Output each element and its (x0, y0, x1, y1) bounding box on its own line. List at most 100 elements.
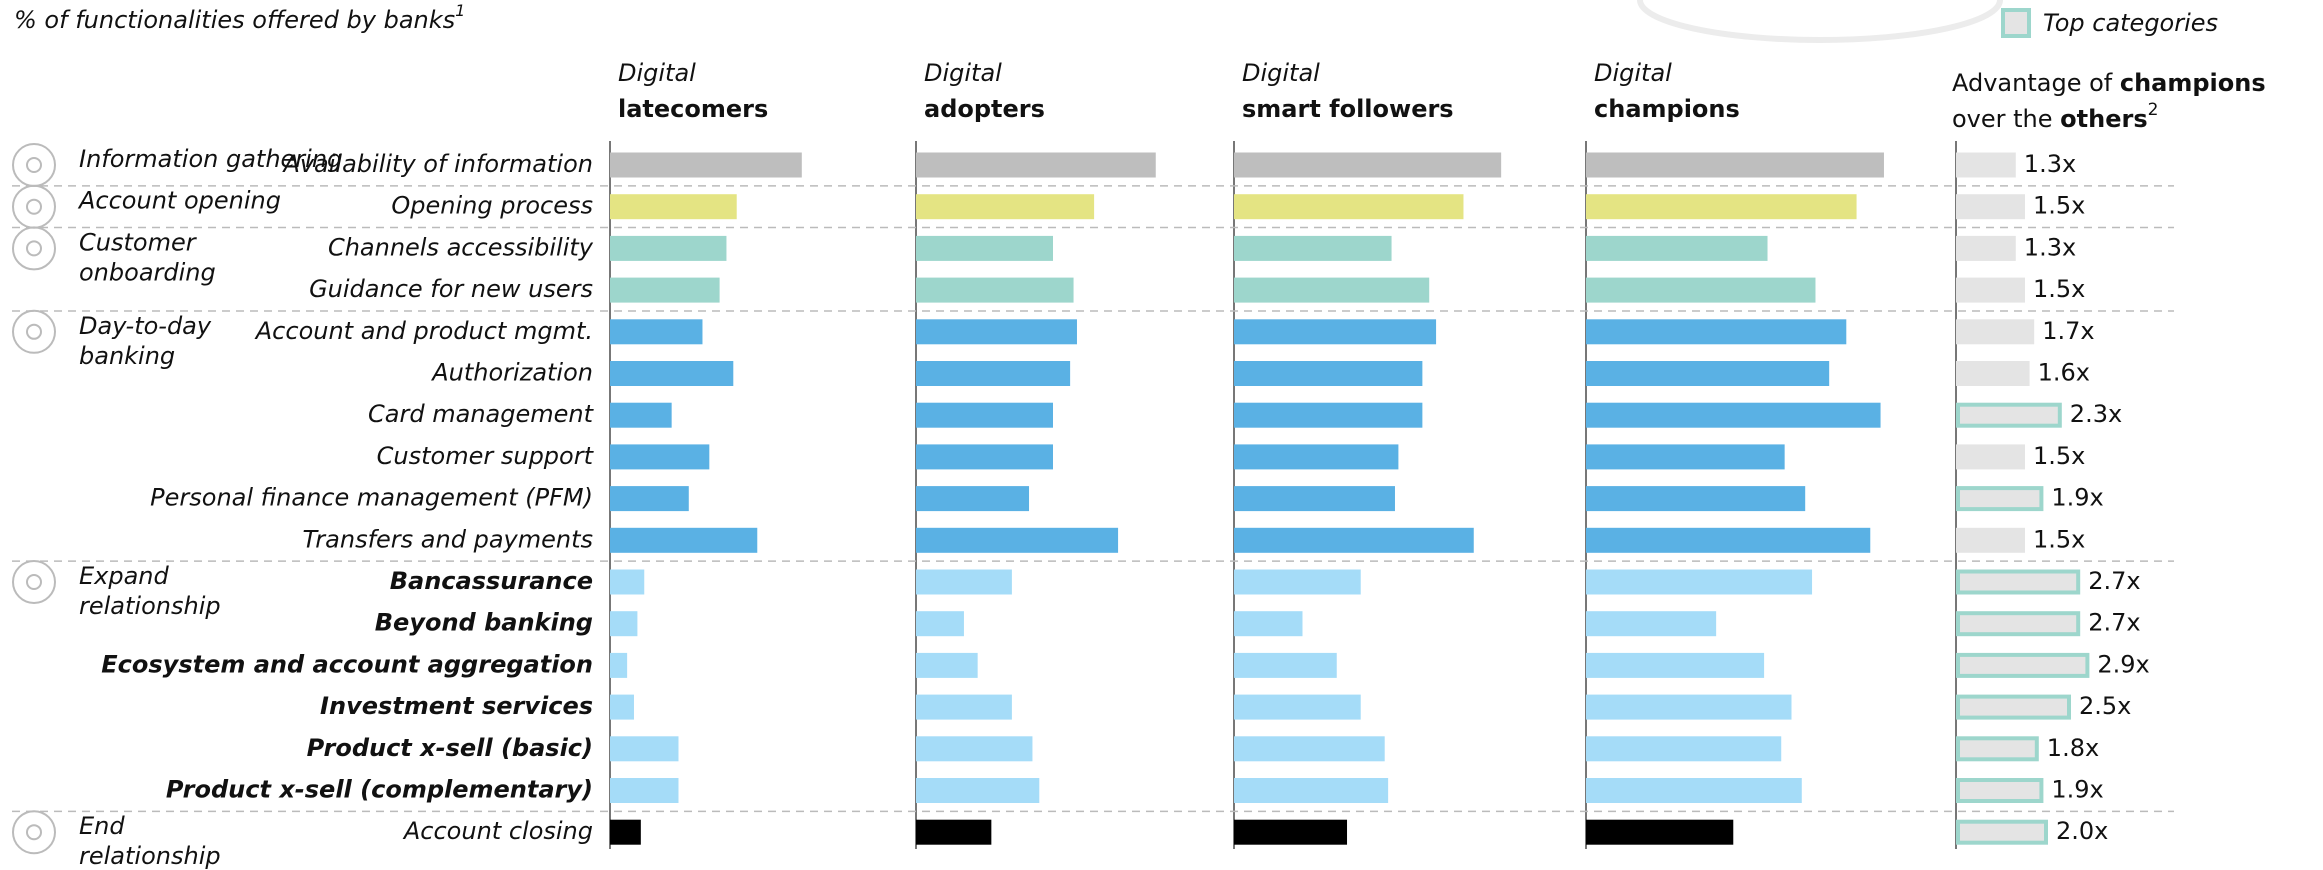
group-icon (12, 560, 56, 604)
bar (1586, 611, 1717, 637)
advantage-bar (1956, 569, 2081, 595)
bar (1234, 319, 1437, 345)
bar (610, 736, 679, 762)
advantage-bar (1956, 194, 2025, 220)
advantage-header-part: others (2060, 105, 2147, 133)
category-label: Customer support (377, 442, 595, 470)
advantage-label: 2.7x (2088, 567, 2140, 595)
bar (610, 486, 689, 512)
bar (610, 194, 737, 220)
category-label: Transfers and payments (303, 525, 594, 553)
category-label: Card management (368, 400, 595, 428)
advantage-label: 1.6x (2038, 359, 2090, 387)
category-label: Product x-sell (complementary) (166, 776, 593, 804)
bar (916, 569, 1012, 595)
bar (610, 652, 628, 678)
bar (610, 152, 802, 178)
bar (610, 569, 645, 595)
group-label: Account opening (77, 187, 281, 215)
bar (1234, 652, 1337, 678)
group-label: Information gathering (79, 145, 342, 173)
bar (610, 611, 638, 637)
series-header: Digital (618, 59, 696, 87)
group-label: onboarding (79, 258, 216, 286)
group-icon (12, 184, 56, 229)
bar (916, 611, 964, 637)
bar (916, 361, 1071, 386)
bar (916, 152, 1156, 178)
advantage-bar (1956, 235, 2016, 261)
advantage-label: 2.3x (2070, 400, 2122, 428)
bar (1586, 652, 1765, 678)
bar (916, 694, 1012, 720)
category-label: Ecosystem and account aggregation (101, 650, 593, 678)
category-label: Opening process (391, 192, 593, 220)
group-label: End (79, 812, 125, 840)
bar (1234, 486, 1395, 512)
bar (1586, 736, 1782, 762)
bar (1234, 569, 1361, 595)
category-label: Product x-sell (basic) (307, 734, 593, 762)
group-icon (12, 810, 56, 855)
bar (1586, 402, 1881, 428)
bar (916, 736, 1033, 762)
group-label: banking (79, 342, 175, 370)
bar (1586, 194, 1857, 220)
bar (916, 319, 1077, 345)
category-label: Account closing (402, 817, 593, 845)
advantage-label: 1.8x (2047, 734, 2099, 762)
bar (1586, 361, 1830, 386)
advantage-header-part: over the (1952, 105, 2060, 133)
group-icon (12, 309, 56, 354)
series-header: Digital (1594, 59, 1672, 87)
bar (1586, 694, 1792, 720)
category-label: Guidance for new users (309, 275, 593, 303)
bar (1234, 694, 1361, 720)
advantage-header-part: Advantage of (1952, 69, 2120, 97)
bar (610, 444, 710, 470)
legend-swatch (2001, 8, 2031, 38)
bar (1586, 819, 1734, 845)
category-label: Bancassurance (390, 567, 593, 595)
series-header: smart followers (1242, 95, 1454, 123)
group-icon-inner (26, 240, 42, 257)
bar (610, 235, 727, 261)
bar (916, 652, 978, 678)
bar (1234, 611, 1303, 637)
advantage-bar (1956, 402, 2062, 428)
group-icon (12, 143, 56, 187)
bar (610, 277, 720, 303)
bar (1234, 277, 1430, 303)
category-label: Channels accessibility (328, 233, 594, 261)
bar (1234, 736, 1385, 762)
advantage-label: 1.9x (2051, 484, 2103, 512)
advantage-label: 2.9x (2097, 650, 2149, 678)
advantage-bar (1956, 611, 2081, 637)
advantage-bar (1956, 319, 2035, 345)
bar (1586, 152, 1884, 178)
group-label: Expand (79, 562, 170, 590)
advantage-label: 1.5x (2033, 275, 2085, 303)
bar (1234, 444, 1399, 470)
advantage-header: Advantage of champions (1952, 69, 2266, 97)
advantage-label: 1.9x (2051, 776, 2103, 804)
bar (610, 319, 703, 345)
bar (916, 527, 1119, 553)
group-label: relationship (79, 842, 221, 870)
advantage-bar (1956, 652, 2090, 678)
legend-label: Top categories (2043, 9, 2218, 37)
bar (1234, 778, 1389, 803)
group-label: Customer (79, 228, 198, 256)
advantage-label: 2.7x (2088, 609, 2140, 637)
advantage-bar (1956, 736, 2039, 762)
advantage-bar (1956, 444, 2025, 470)
advantage-bar (1956, 361, 2030, 386)
bar (916, 819, 992, 845)
advantage-label: 1.5x (2033, 442, 2085, 470)
advantage-header-part: champions (2120, 69, 2266, 97)
advantage-label: 2.0x (2056, 817, 2108, 845)
advantage-bar (1956, 819, 2048, 845)
bar (916, 402, 1053, 428)
advantage-bar (1956, 694, 2071, 720)
